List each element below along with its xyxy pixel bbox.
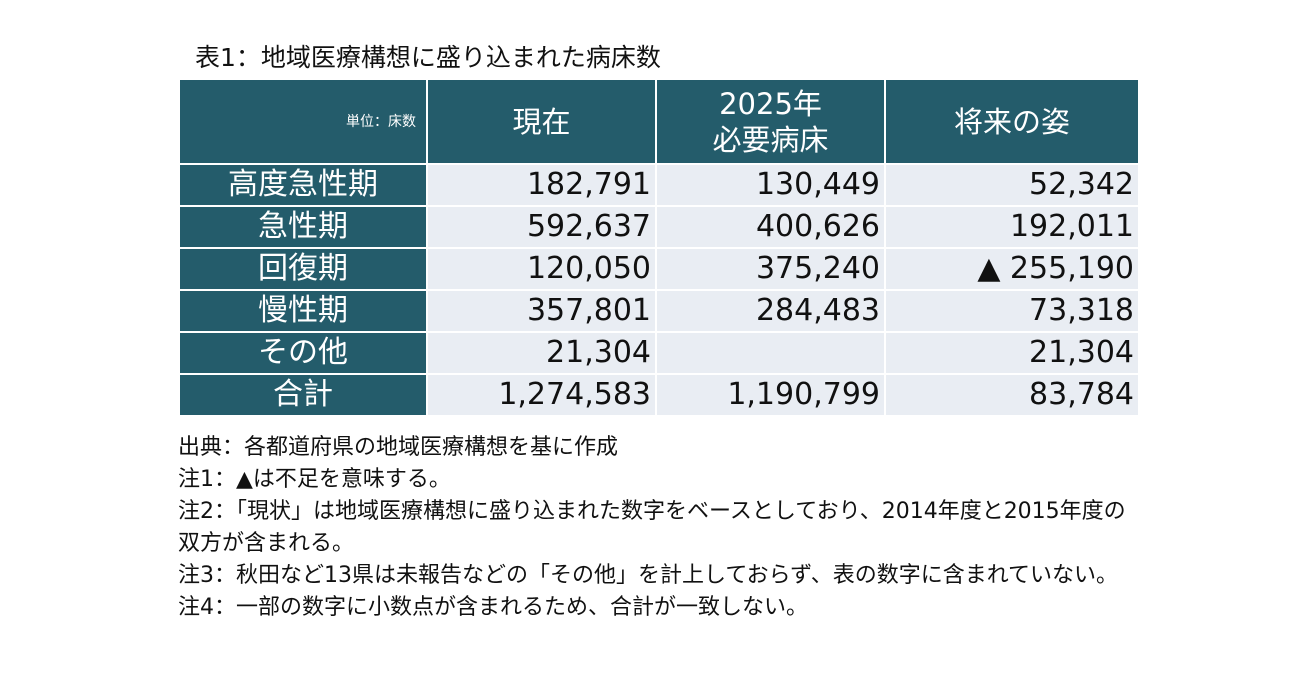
table-row: 急性期 592,637 400,626 192,011 <box>178 205 1140 249</box>
cell: 21,304 <box>426 331 657 375</box>
row-label: 合計 <box>178 373 428 417</box>
cell: 21,304 <box>884 331 1140 375</box>
header-row: 単位：床数 現在 2025年 必要病床 将来の姿 <box>178 78 1140 165</box>
column-header: 将来の姿 <box>884 78 1140 165</box>
cell: 52,342 <box>884 163 1140 207</box>
cell: 284,483 <box>655 289 886 333</box>
bed-table: 単位：床数 現在 2025年 必要病床 将来の姿 高度急性期 182,791 130,449… <box>178 78 1140 417</box>
note: 注3：秋田など13県は未報告などの「その他」を計上しておらず、表の数字に含まれて… <box>178 563 1119 588</box>
notes: 出典：各都道府県の地域医療構想を基に作成 注1：▲は不足を意味する。注2：「現状」… <box>178 432 1128 624</box>
table-row: 回復期 120,050 375,240 ▲ 255,190 <box>178 247 1140 291</box>
note: 注1：▲は不足を意味する。 <box>178 467 451 492</box>
column-header: 2025年 必要病床 <box>655 78 886 165</box>
note: 注4：一部の数字に小数点が含まれるため、合計が一致しない。 <box>178 595 808 620</box>
column-header-line: 必要病床 <box>712 122 829 157</box>
row-label: 高度急性期 <box>178 163 428 207</box>
unit-label: 単位：床数 <box>178 78 428 165</box>
cell: 83,784 <box>884 373 1140 417</box>
cell: 120,050 <box>426 247 657 291</box>
cell <box>655 331 886 375</box>
row-label: 回復期 <box>178 247 428 291</box>
cell: 130,449 <box>655 163 886 207</box>
row-label: その他 <box>178 331 428 375</box>
table-row: 高度急性期 182,791 130,449 52,342 <box>178 163 1140 207</box>
cell: 375,240 <box>655 247 886 291</box>
column-header: 現在 <box>426 78 657 165</box>
cell: 182,791 <box>426 163 657 207</box>
table-row: 合計 1,274,583 1,190,799 83,784 <box>178 373 1140 417</box>
table-row: 慢性期 357,801 284,483 73,318 <box>178 289 1140 333</box>
table-body: 高度急性期 182,791 130,449 52,342 急性期 592,637 400,6… <box>178 163 1140 417</box>
cell: 1,274,583 <box>426 373 657 417</box>
cell: 400,626 <box>655 205 886 249</box>
table-row: その他 21,304 21,304 <box>178 331 1140 375</box>
row-label: 急性期 <box>178 205 428 249</box>
cell: 192,011 <box>884 205 1140 249</box>
cell: 357,801 <box>426 289 657 333</box>
cell: 73,318 <box>884 289 1140 333</box>
row-label: 慢性期 <box>178 289 428 333</box>
cell: 1,190,799 <box>655 373 886 417</box>
note: 出典：各都道府県の地域医療構想を基に作成 <box>178 435 619 460</box>
cell: ▲ 255,190 <box>884 247 1140 291</box>
cell: 592,637 <box>426 205 657 249</box>
column-header-line: 2025年 <box>719 86 822 121</box>
table-title: 表1：地域医療構想に盛り込まれた病床数 <box>195 43 661 72</box>
note: 注2：「現状」は地域医療構想に盛り込まれた数字をベースとしており、2014年度と… <box>178 499 1126 556</box>
